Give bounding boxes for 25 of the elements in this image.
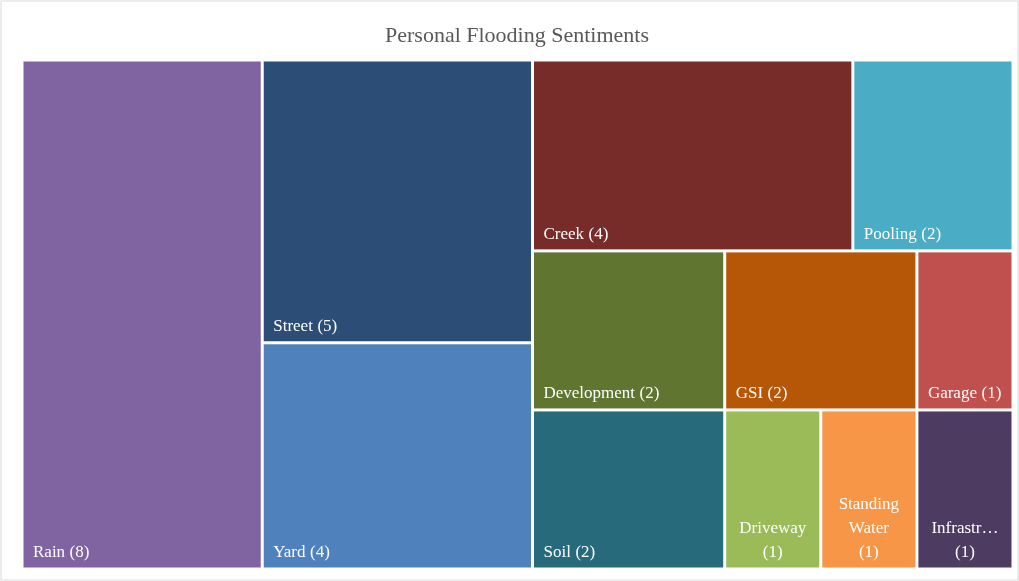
category-label: Pooling xyxy=(863,223,918,243)
data-label: (1) xyxy=(981,382,1002,402)
data-label: (4) xyxy=(588,223,609,243)
data-label: (5) xyxy=(317,315,338,335)
data-label: (4) xyxy=(310,542,330,561)
category-label: Development xyxy=(543,382,636,402)
category-label: Street xyxy=(273,315,314,335)
data-label: (2) xyxy=(767,382,788,402)
data-label: (2) xyxy=(639,382,660,402)
data-label: (8) xyxy=(69,542,90,561)
data-label: (1) xyxy=(858,542,879,561)
category-label: GSI xyxy=(735,382,764,402)
data-label: (2) xyxy=(575,542,596,561)
category-label: Yard xyxy=(273,542,307,561)
data-label: (2) xyxy=(921,223,942,243)
category-label: Rain xyxy=(33,542,66,561)
category-label: Garage xyxy=(927,382,977,402)
data-label: (1) xyxy=(762,542,783,561)
category-label: Soil xyxy=(543,542,572,561)
category-label: Driveway xyxy=(739,518,807,537)
category-label: Infrastr… xyxy=(931,518,999,537)
text: Personal Flooding Sentiments xyxy=(385,22,649,47)
category-label: Creek xyxy=(543,223,585,243)
data-label: (1) xyxy=(955,542,975,561)
category-label: Standing Water xyxy=(838,494,900,537)
